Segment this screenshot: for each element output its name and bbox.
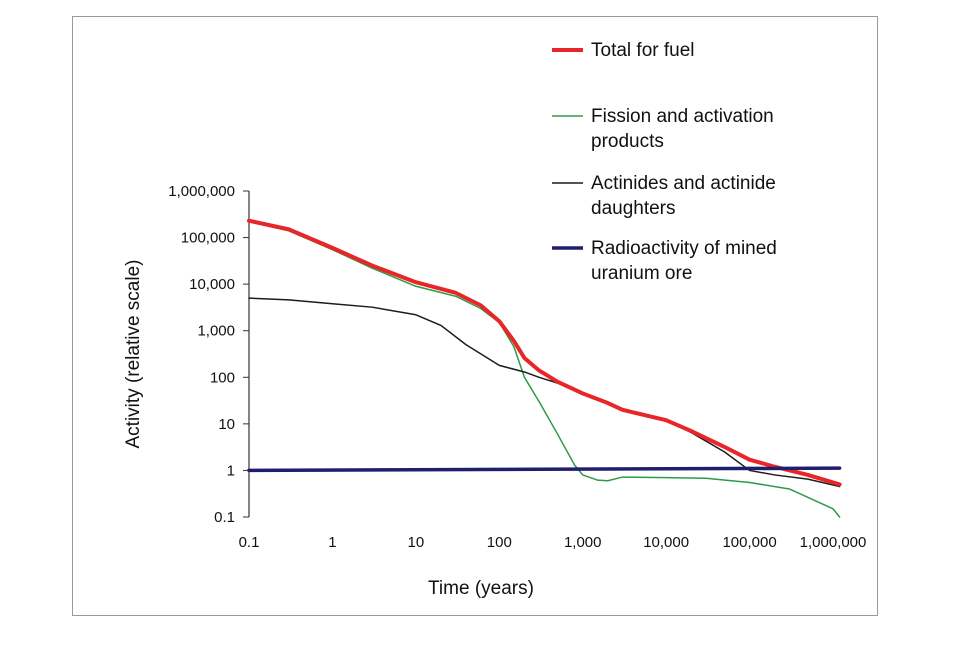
chart-frame: 0.1 1 10 100 1,000 10,000 100,000 1,000,000 0.1… — [72, 16, 878, 616]
legend-label-3: daughters — [591, 198, 676, 219]
series-line-2 — [248, 220, 841, 518]
x-tick-label: 100 — [487, 534, 512, 551]
y-tick-label: 10 — [218, 416, 235, 433]
legend-label-3: Actinides and actinide — [591, 173, 776, 194]
y-tick-label: 100,000 — [181, 230, 235, 247]
y-tick-label: 1,000 — [197, 323, 235, 340]
chart-svg: 0.1 1 10 100 1,000 10,000 100,000 1,000,000 0.1… — [123, 40, 867, 599]
y-axis-title: Activity (relative scale) — [123, 260, 144, 449]
x-tick-label: 1,000,000 — [800, 534, 867, 551]
legend: Total for fuel Fission and activation prod… — [552, 40, 777, 284]
x-axis-title: Time (years) — [428, 578, 534, 599]
legend-label-4: uranium ore — [591, 263, 692, 284]
x-tick-label: 100,000 — [722, 534, 776, 551]
legend-label-1: Total for fuel — [591, 40, 695, 61]
x-tick-label: 10 — [408, 534, 425, 551]
legend-label-2: products — [591, 131, 664, 152]
legend-label-2: Fission and activation — [591, 106, 774, 127]
series-line-1 — [247, 218, 842, 487]
y-ticks: 0.1 1 10 100 1,000 10,000 100,000 1,000,000 — [168, 183, 249, 526]
series-line-4 — [247, 466, 842, 473]
series-layer — [247, 218, 842, 518]
y-tick-label: 1,000,000 — [168, 183, 235, 200]
y-tick-label: 1 — [227, 462, 235, 479]
y-tick-label: 10,000 — [189, 276, 235, 293]
y-tick-label: 100 — [210, 369, 235, 386]
x-tick-label: 1,000 — [564, 534, 602, 551]
x-ticks: 0.1 1 10 100 1,000 10,000 100,000 1,000,000 — [239, 534, 867, 551]
legend-label-4: Radioactivity of mined — [591, 238, 777, 259]
x-tick-label: 1 — [328, 534, 336, 551]
y-tick-label: 0.1 — [214, 509, 235, 526]
x-tick-label: 0.1 — [239, 534, 260, 551]
x-tick-label: 10,000 — [643, 534, 689, 551]
